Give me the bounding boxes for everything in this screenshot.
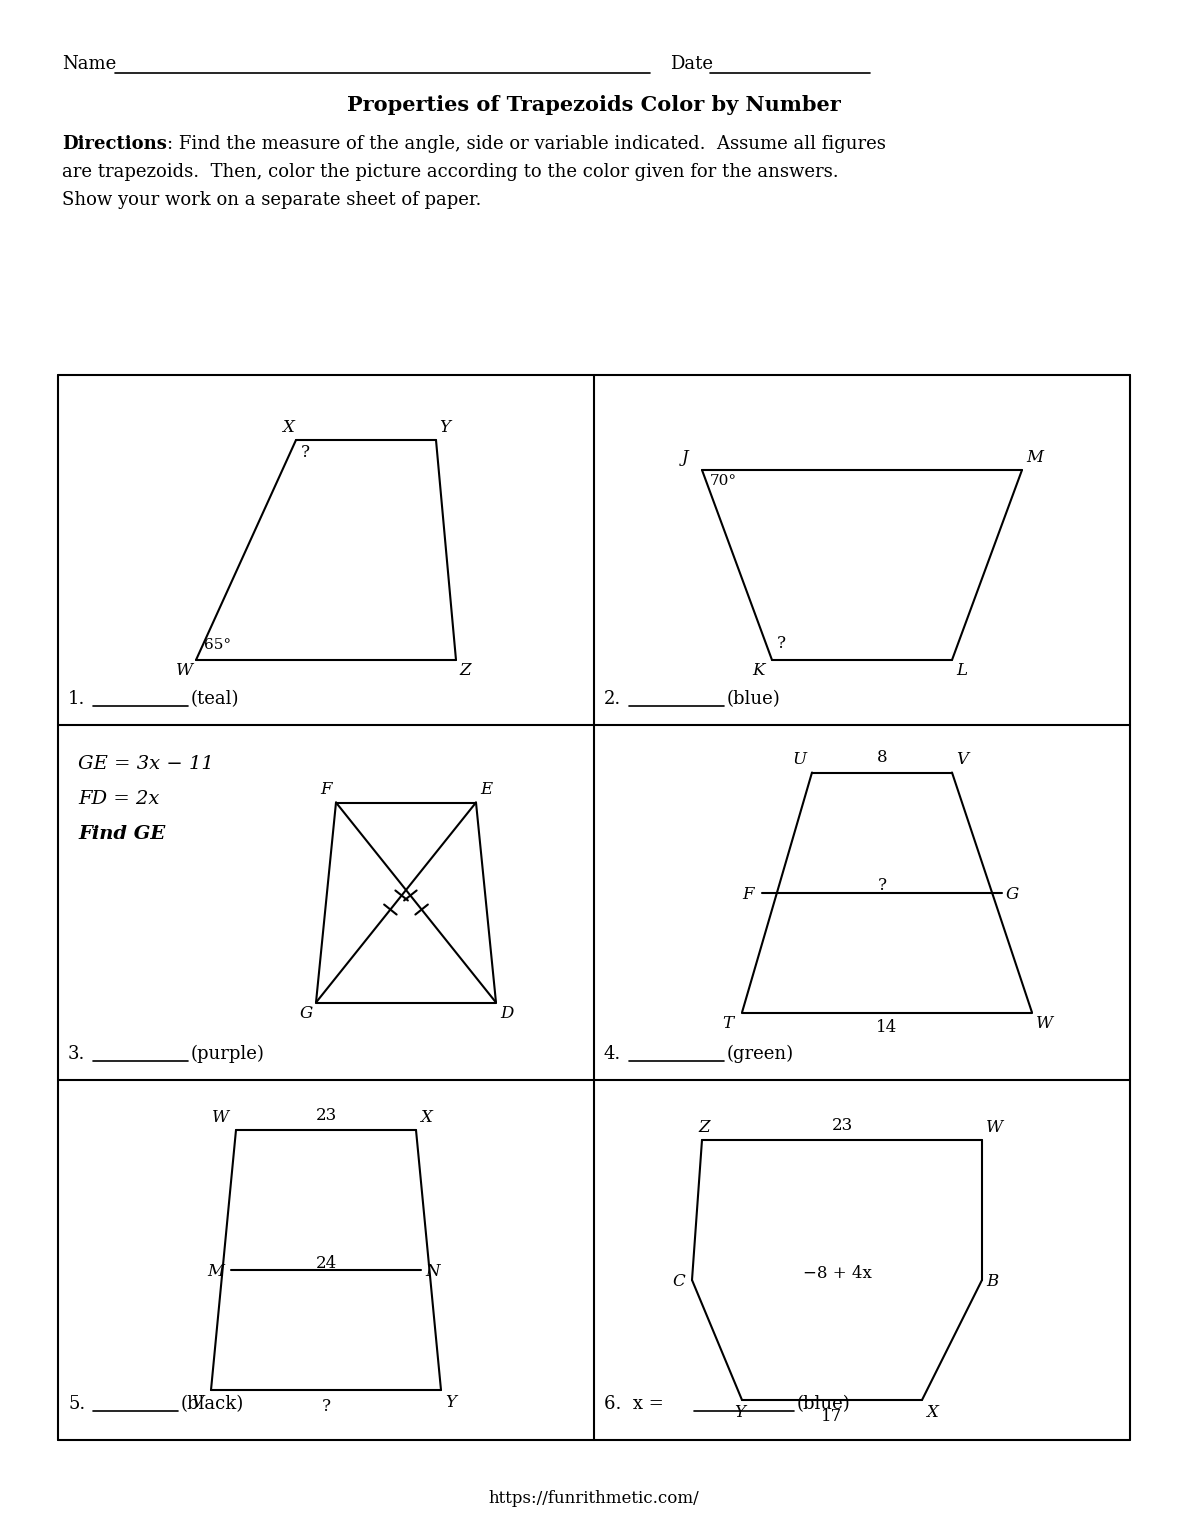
Text: Z: Z: [698, 1120, 710, 1137]
Text: (blue): (blue): [726, 690, 781, 708]
Text: Properties of Trapezoids Color by Number: Properties of Trapezoids Color by Number: [347, 95, 840, 115]
Text: 23: 23: [831, 1117, 852, 1134]
Text: N: N: [425, 1264, 439, 1281]
Text: J: J: [683, 449, 688, 465]
Text: (black): (black): [180, 1395, 245, 1413]
Text: W: W: [1036, 1014, 1053, 1032]
Text: 8: 8: [877, 750, 888, 766]
Text: V: V: [956, 751, 969, 768]
Text: Name: Name: [62, 55, 116, 74]
Text: (purple): (purple): [191, 1044, 265, 1063]
Text: D: D: [500, 1005, 513, 1021]
Text: 65°: 65°: [204, 637, 231, 651]
Text: W: W: [212, 1109, 229, 1126]
Text: Y: Y: [445, 1395, 456, 1412]
Text: Date: Date: [669, 55, 713, 74]
Text: U: U: [792, 751, 806, 768]
Text: : Find the measure of the angle, side or variable indicated.  Assume all figures: : Find the measure of the angle, side or…: [167, 135, 886, 154]
Text: FD = 2x: FD = 2x: [78, 790, 159, 808]
Text: (green): (green): [726, 1044, 794, 1063]
Text: B: B: [986, 1273, 998, 1290]
Text: 3.: 3.: [68, 1044, 85, 1063]
Text: 14: 14: [876, 1018, 897, 1035]
Text: 5.: 5.: [68, 1395, 85, 1413]
Text: F: F: [742, 886, 754, 903]
Text: −8 + 4x: −8 + 4x: [802, 1266, 871, 1283]
Text: X: X: [926, 1404, 938, 1421]
Text: Y: Y: [439, 419, 450, 436]
Text: G: G: [1007, 886, 1020, 903]
Text: 1.: 1.: [68, 690, 85, 708]
Text: T: T: [722, 1014, 734, 1032]
Text: Show your work on a separate sheet of paper.: Show your work on a separate sheet of pa…: [62, 190, 482, 209]
Text: Y: Y: [734, 1404, 745, 1421]
Text: 6.  x =: 6. x =: [604, 1395, 669, 1413]
Text: M: M: [207, 1264, 224, 1281]
Text: 23: 23: [316, 1107, 337, 1124]
Text: ?: ?: [777, 634, 786, 651]
Text: 24: 24: [316, 1255, 337, 1272]
Text: W: W: [986, 1120, 1003, 1137]
Text: Z: Z: [459, 662, 470, 679]
Text: GE = 3x − 11: GE = 3x − 11: [78, 756, 214, 773]
Text: X: X: [420, 1109, 432, 1126]
Text: are trapezoids.  Then, color the picture according to the color given for the an: are trapezoids. Then, color the picture …: [62, 163, 839, 181]
Text: 2.: 2.: [604, 690, 621, 708]
Text: 17: 17: [821, 1409, 843, 1425]
Text: https://funrithmetic.com/: https://funrithmetic.com/: [488, 1490, 699, 1507]
Text: Find GE: Find GE: [78, 825, 165, 843]
Text: (blue): (blue): [796, 1395, 851, 1413]
Text: ?: ?: [877, 877, 887, 894]
Text: M: M: [1026, 449, 1043, 465]
Text: Directions: Directions: [62, 135, 167, 154]
Text: X: X: [283, 419, 294, 436]
Text: V: V: [191, 1395, 203, 1412]
Text: 70°: 70°: [710, 475, 737, 488]
Text: 4.: 4.: [604, 1044, 621, 1063]
Text: (teal): (teal): [191, 690, 240, 708]
Text: L: L: [956, 662, 967, 679]
Text: ?: ?: [322, 1398, 330, 1415]
Text: G: G: [300, 1005, 313, 1021]
Text: F: F: [320, 782, 331, 799]
Text: K: K: [753, 662, 764, 679]
Text: C: C: [672, 1273, 685, 1290]
Text: E: E: [480, 782, 493, 799]
Text: ?: ?: [301, 444, 310, 461]
Text: W: W: [176, 662, 193, 679]
